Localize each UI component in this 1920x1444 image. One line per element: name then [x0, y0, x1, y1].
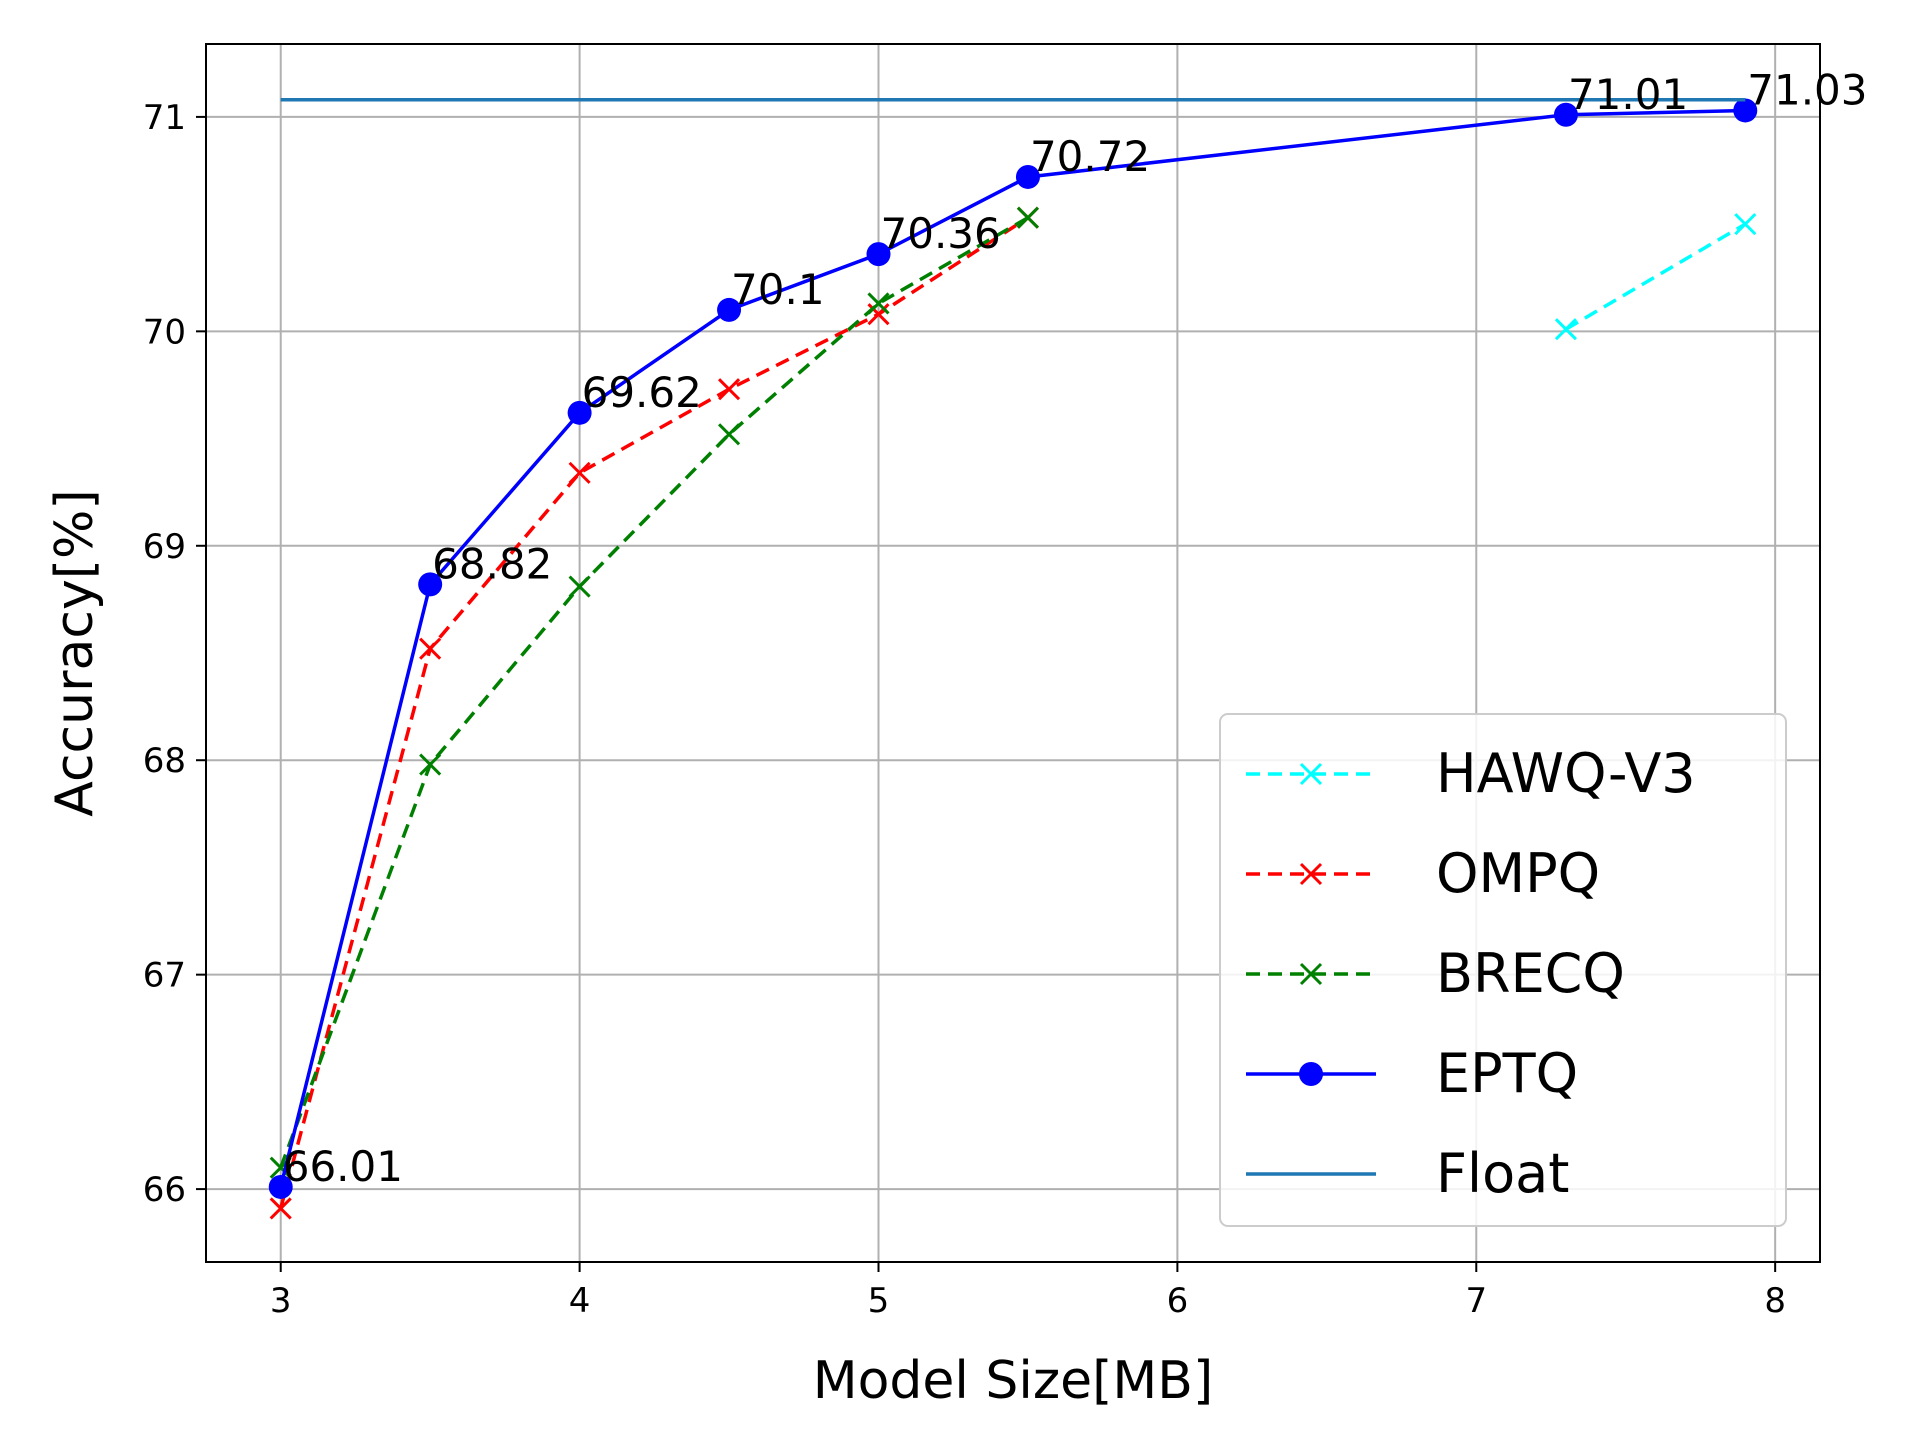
data-label-eptq: 66.01	[283, 1142, 403, 1191]
y-tick-label: 70	[143, 312, 186, 352]
series-layer	[268, 98, 1758, 1220]
y-tick-label: 71	[143, 98, 186, 138]
data-point-brecq	[717, 423, 741, 446]
data-point-eptq	[717, 297, 742, 322]
y-tick-label: 67	[143, 956, 186, 996]
x-tick-label: 6	[1167, 1281, 1189, 1321]
series-line-hawq-v3	[1565, 222, 1747, 331]
data-point-ompq	[419, 637, 442, 660]
x-axis-label: Model Size[MB]	[813, 1351, 1214, 1411]
x-tick-label: 4	[569, 1281, 591, 1321]
data-label-eptq: 68.82	[432, 539, 552, 588]
x-tick-label: 5	[868, 1281, 890, 1321]
legend-label: OMPQ	[1436, 842, 1600, 905]
legend-item-hawq-v3: HAWQ-V3	[1246, 742, 1696, 805]
data-label-eptq: 70.36	[881, 209, 1001, 258]
x-tick-label: 3	[270, 1281, 292, 1321]
data-point-brecq	[419, 753, 442, 776]
y-tick-label: 68	[143, 741, 186, 781]
series-eptq	[268, 98, 1758, 1199]
data-point-eptq	[418, 572, 443, 597]
data-point-brecq	[867, 292, 890, 315]
legend-marker	[1299, 962, 1323, 986]
data-point-eptq	[567, 400, 592, 425]
data-point-eptq	[268, 1174, 293, 1199]
axes-frame	[205, 43, 1821, 1263]
legend-item-float: Float	[1246, 1142, 1569, 1205]
y-tick-label: 66	[143, 1170, 186, 1210]
data-labels: 66.01 68.82 69.62 70.1 70.36 70.72 71.01 71.03	[283, 65, 1868, 1190]
data-label-eptq: 70.72	[1030, 132, 1150, 181]
legend-label: EPTQ	[1436, 1042, 1578, 1105]
data-point-ompq	[717, 378, 741, 401]
series-line-eptq	[279, 108, 1746, 1188]
legend-item-eptq: EPTQ	[1246, 1042, 1578, 1105]
data-point-eptq	[1015, 164, 1040, 189]
data-label-eptq: 70.1	[731, 265, 825, 314]
legend-label: BRECQ	[1436, 942, 1625, 1005]
legend-marker	[1299, 862, 1323, 886]
data-label-eptq: 71.01	[1568, 70, 1688, 119]
data-point-eptq	[866, 242, 891, 267]
y-tick-label: 69	[143, 527, 186, 567]
legend-label: HAWQ-V3	[1436, 742, 1696, 805]
series-hawq-v3	[1554, 213, 1757, 341]
data-point-brecq	[568, 575, 591, 598]
data-point-ompq	[568, 461, 591, 484]
data-label-eptq: 69.62	[582, 368, 702, 417]
legend-box	[1219, 713, 1787, 1227]
series-line-brecq	[279, 216, 1029, 1169]
x-tick-label: 8	[1764, 1281, 1786, 1321]
legend-label: Float	[1436, 1142, 1569, 1205]
series-line-ompq	[279, 216, 1029, 1209]
legend-marker	[1299, 762, 1323, 786]
data-point-eptq	[1733, 98, 1758, 123]
series-brecq	[269, 206, 1040, 1179]
data-point-ompq	[269, 1197, 292, 1220]
legend: HAWQ-V3 OMPQ BRECQ EPTQ Float	[1219, 713, 1787, 1227]
x-tick-label: 7	[1465, 1281, 1487, 1321]
y-axis-label: Accuracy[%]	[45, 489, 105, 816]
legend-item-ompq: OMPQ	[1246, 842, 1600, 905]
legend-marker	[1299, 1062, 1323, 1086]
data-point-brecq	[1016, 206, 1040, 229]
data-label-eptq: 71.03	[1747, 65, 1867, 114]
data-point-hawq-v3	[1734, 213, 1757, 236]
legend-item-brecq: BRECQ	[1246, 942, 1625, 1005]
data-point-hawq-v3	[1554, 318, 1578, 341]
data-point-eptq	[1553, 102, 1578, 127]
